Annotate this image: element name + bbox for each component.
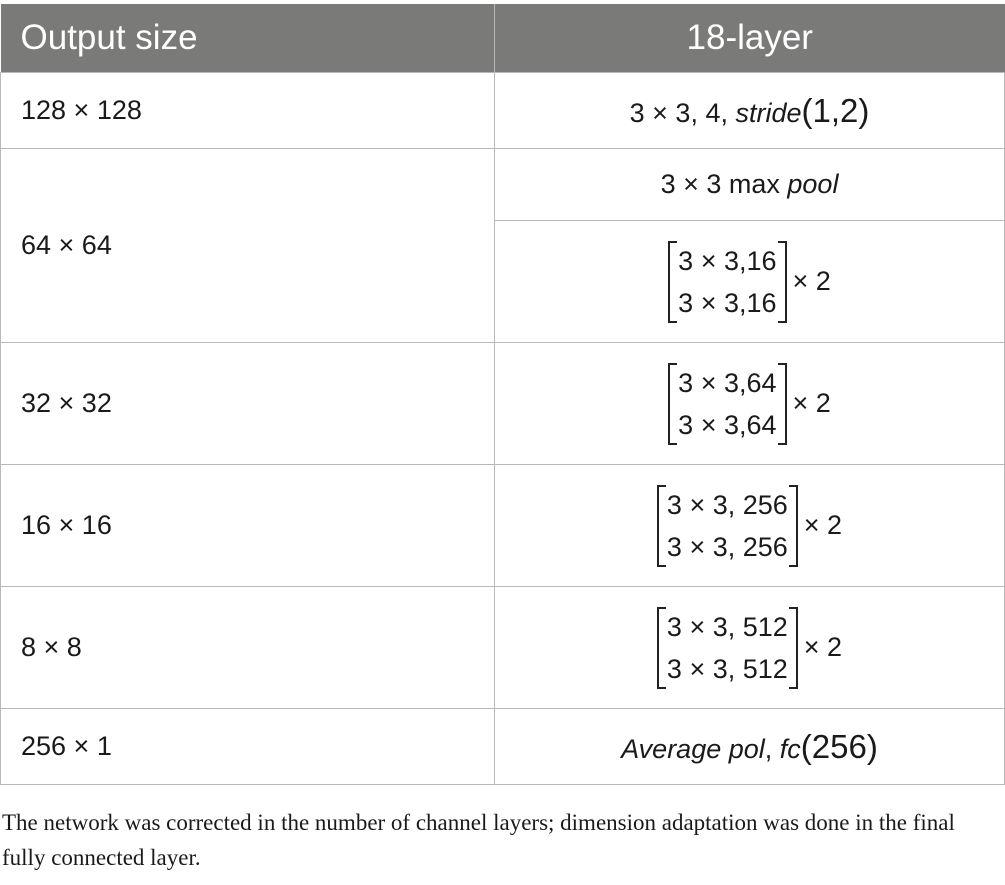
output-size-cell: 32 × 32 <box>0 342 495 465</box>
layer-paren-text: (256) <box>800 727 878 765</box>
bracket-matrix: 3 × 3, 512 3 × 3, 512 <box>656 604 798 692</box>
table-row: 128 × 128 3 × 3, 4, stride(1,2) <box>0 72 1005 149</box>
output-size-cell: 256 × 1 <box>0 708 495 785</box>
residual-block: 3 × 3,64 3 × 3,64 × 2 <box>668 360 831 448</box>
block-line: 3 × 3, 512 <box>666 611 788 642</box>
residual-block: 3 × 3, 256 3 × 3, 256 × 2 <box>656 482 843 570</box>
layer-cell: 3 × 3,64 3 × 3,64 × 2 <box>494 342 1005 465</box>
block-line: 3 × 3,64 <box>678 367 777 398</box>
table-row: 8 × 8 3 × 3, 512 3 × 3, 512 × 2 <box>0 586 1005 709</box>
block-line: 3 × 3,16 <box>678 245 777 276</box>
layer-text: , <box>764 733 780 764</box>
output-size-cell: 64 × 64 <box>0 148 495 343</box>
layer-cell: Average pol, fc(256) <box>494 708 1005 785</box>
block-line: 3 × 3, 512 <box>666 653 788 684</box>
table-row: 32 × 32 3 × 3,64 3 × 3,64 × 2 <box>0 342 1005 465</box>
layer-paren-text: (1,2) <box>801 91 870 129</box>
table-row: 64 × 64 3 × 3 max pool <box>0 148 1005 343</box>
layer-italic-text: Average pol <box>621 733 765 764</box>
layer-cell: 3 × 3, 512 3 × 3, 512 × 2 <box>494 586 1005 709</box>
output-size-cell: 128 × 128 <box>0 72 495 149</box>
bracket-matrix: 3 × 3,16 3 × 3,16 <box>668 238 787 326</box>
table-row: 3 × 3,16 3 × 3,16 × 2 <box>1 220 1005 343</box>
layer-italic-text: stride <box>735 97 802 128</box>
architecture-table: Output size 18-layer 128 × 128 3 × 3, 4,… <box>0 4 1005 785</box>
pool-cell: 3 × 3 max pool <box>494 148 1005 221</box>
table-header-row: Output size 18-layer <box>0 4 1005 73</box>
block-multiplier: × 2 <box>792 388 831 418</box>
table-row: 16 × 16 3 × 3, 256 3 × 3, 256 × 2 <box>0 464 1005 587</box>
residual-block: 3 × 3,16 3 × 3,16 × 2 <box>668 238 831 326</box>
block-line: 3 × 3,16 <box>678 287 777 318</box>
layer-cell: 3 × 3, 256 3 × 3, 256 × 2 <box>494 464 1005 587</box>
layer-italic-text: fc <box>779 733 801 764</box>
layer-cell: 3 × 3, 4, stride(1,2) <box>494 72 1005 149</box>
bracket-matrix: 3 × 3, 256 3 × 3, 256 <box>656 482 798 570</box>
layer-text: 3 × 3, 4, <box>629 97 736 128</box>
layer-cell: 3 × 3,16 3 × 3,16 × 2 <box>494 220 1005 343</box>
output-size-cell: 16 × 16 <box>0 464 495 587</box>
block-line: 3 × 3, 256 <box>666 489 788 520</box>
block-line: 3 × 3,64 <box>678 409 777 440</box>
table-footnote: The network was corrected in the number … <box>2 810 955 870</box>
block-multiplier: × 2 <box>803 510 843 540</box>
residual-block: 3 × 3, 512 3 × 3, 512 × 2 <box>656 604 843 692</box>
header-18-layer: 18-layer <box>494 4 1005 73</box>
table-row: 256 × 1 Average pol, fc(256) <box>0 708 1005 785</box>
header-output-size: Output size <box>0 4 495 73</box>
output-size-cell: 8 × 8 <box>0 586 495 709</box>
block-multiplier: × 2 <box>792 266 831 296</box>
pool-italic-text: pool <box>787 169 839 199</box>
block-multiplier: × 2 <box>803 632 843 662</box>
pool-text: 3 × 3 max <box>660 169 788 199</box>
block-line: 3 × 3, 256 <box>666 531 788 562</box>
bracket-matrix: 3 × 3,64 3 × 3,64 <box>668 360 787 448</box>
